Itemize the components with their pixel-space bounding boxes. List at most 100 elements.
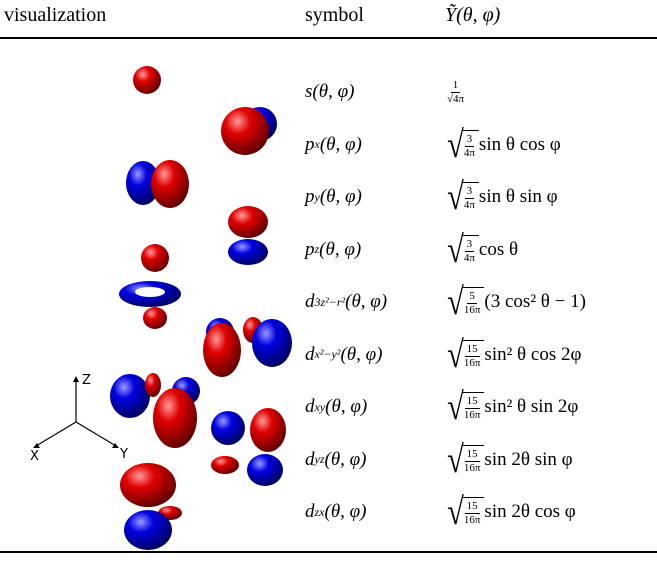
formula-rest: sin² θ sin 2φ (484, 396, 578, 418)
denominator: 16π (464, 357, 481, 370)
radicand: 1516π (462, 445, 485, 474)
symbol-args: (θ, φ) (340, 344, 382, 366)
numerator: 1 (451, 79, 461, 93)
formula-rest: sin² θ cos 2φ (484, 344, 581, 366)
radical: √ (447, 126, 464, 164)
symbol-base: p (305, 239, 315, 261)
axis-label: X (30, 449, 39, 464)
fraction: 1√4π (447, 79, 464, 105)
symbol-base: d (305, 501, 315, 523)
orbitals (110, 66, 292, 550)
radical: √ (447, 336, 464, 374)
symbol-args: (θ, φ) (345, 291, 387, 313)
radical: √ (447, 231, 464, 269)
axis-label: Y (119, 447, 128, 462)
column-header: Ỹ(θ, φ) (445, 4, 500, 27)
visualization: Z Y X (0, 0, 300, 577)
numerator: 15 (465, 343, 480, 357)
page: visualization symbol Ỹ(θ, φ) (0, 0, 657, 577)
symbol-base: d (305, 449, 315, 471)
denominator: 16π (464, 409, 481, 422)
fraction: 1516π (464, 500, 481, 526)
radical: √ (447, 283, 464, 321)
formula-rest: (3 cos² θ − 1) (484, 291, 586, 313)
symbol-base: s (305, 81, 312, 103)
radicand: 1516π (462, 340, 485, 369)
denominator: 16π (464, 514, 481, 527)
denominator: 16π (464, 304, 481, 317)
axis-label: Z (82, 373, 91, 388)
symbol-base: p (305, 134, 315, 156)
radical: √ (447, 441, 464, 479)
formula-rest: sin θ sin φ (479, 186, 558, 208)
numerator: 3 (465, 185, 475, 199)
numerator: 15 (465, 395, 480, 409)
symbol: s(θ, φ) (305, 72, 354, 112)
symbol-base: d (305, 396, 315, 418)
symbol-args: (θ, φ) (320, 134, 362, 156)
formula-rest: sin 2θ cos φ (484, 501, 575, 523)
numerator: 3 (465, 238, 475, 252)
numerator: 5 (467, 290, 477, 304)
formula: 1√4π (445, 72, 468, 112)
axes (36, 380, 116, 446)
symbol-base: d (305, 291, 315, 313)
radicand: 34π (462, 235, 479, 264)
symbol-args: (θ, φ) (325, 501, 367, 523)
formula-rest: cos θ (479, 239, 518, 261)
symbol-base: d (305, 344, 315, 366)
denominator: 16π (464, 462, 481, 475)
symbol-subscript: yz (315, 452, 325, 467)
radical: √ (447, 493, 464, 531)
symbol-args: (θ, φ) (325, 396, 367, 418)
symbol-base: p (305, 186, 315, 208)
symbol-subscript: 3z²−r² (315, 295, 346, 310)
numerator: 3 (465, 133, 475, 147)
radical: √ (447, 388, 464, 426)
symbol-args: (θ, φ) (320, 186, 362, 208)
symbol-subscript: xy (315, 400, 326, 415)
formula-rest: sin 2θ sin φ (484, 449, 572, 471)
symbol-subscript: zx (315, 505, 325, 520)
numerator: 15 (465, 448, 480, 462)
radical: √ (447, 178, 464, 216)
denominator: 4π (464, 199, 475, 212)
denominator: 4π (464, 147, 475, 160)
numerator: 15 (465, 500, 480, 514)
denominator: 4π (464, 252, 475, 265)
symbol-subscript: x²−y² (315, 347, 341, 362)
symbol-args: (θ, φ) (325, 449, 367, 471)
symbol-args: (θ, φ) (312, 81, 354, 103)
column-header: symbol (305, 4, 364, 27)
denominator: √4π (447, 93, 464, 106)
symbol-args: (θ, φ) (319, 239, 361, 261)
formula-rest: sin θ cos φ (479, 134, 561, 156)
